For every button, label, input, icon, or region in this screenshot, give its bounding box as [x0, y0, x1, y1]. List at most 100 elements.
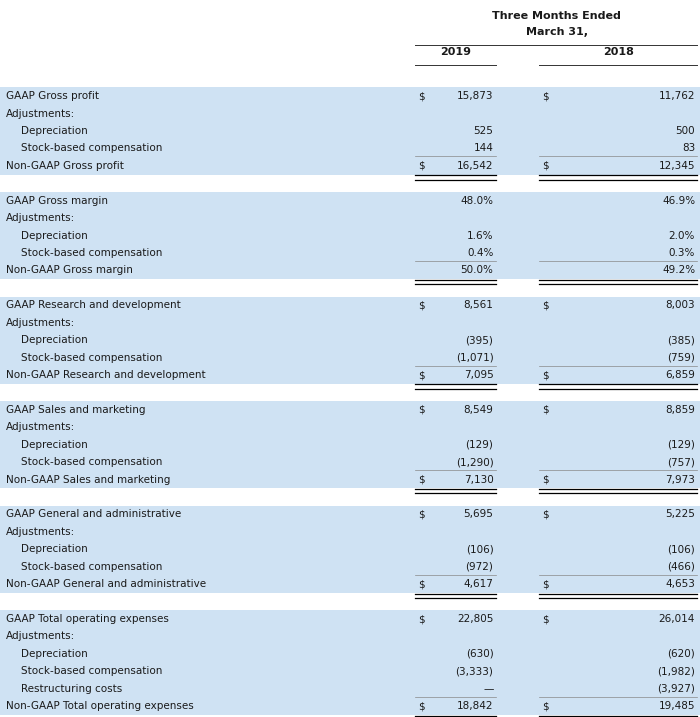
- Text: Stock-based compensation: Stock-based compensation: [21, 143, 162, 153]
- Text: GAAP General and administrative: GAAP General and administrative: [6, 510, 181, 519]
- Text: 0.4%: 0.4%: [467, 248, 494, 258]
- Text: $: $: [419, 370, 425, 380]
- Text: Stock-based compensation: Stock-based compensation: [21, 666, 162, 676]
- Text: (129): (129): [667, 440, 695, 450]
- Text: 7,130: 7,130: [463, 475, 494, 485]
- Text: (759): (759): [667, 353, 695, 363]
- Text: 525: 525: [474, 126, 494, 136]
- Text: Three Months Ended: Three Months Ended: [492, 11, 622, 21]
- Text: $: $: [542, 370, 549, 380]
- Bar: [0, 262, 700, 279]
- Text: $: $: [542, 405, 549, 415]
- Text: (1,290): (1,290): [456, 457, 493, 467]
- Text: —: —: [483, 684, 493, 694]
- Text: Non-GAAP Total operating expenses: Non-GAAP Total operating expenses: [6, 701, 193, 711]
- Bar: [0, 244, 700, 262]
- Text: $: $: [542, 475, 549, 485]
- Text: Depreciation: Depreciation: [21, 126, 88, 136]
- Bar: [0, 453, 700, 471]
- Text: 5,695: 5,695: [463, 510, 494, 519]
- Text: 7,973: 7,973: [665, 475, 695, 485]
- Text: 2019: 2019: [440, 47, 472, 57]
- Text: (466): (466): [667, 561, 695, 571]
- Text: 500: 500: [676, 126, 695, 136]
- Text: 4,653: 4,653: [665, 579, 695, 589]
- Text: Depreciation: Depreciation: [21, 649, 88, 659]
- Text: Non-GAAP Gross profit: Non-GAAP Gross profit: [6, 161, 123, 171]
- Text: $: $: [419, 300, 425, 310]
- Bar: [0, 209, 700, 227]
- Text: 19,485: 19,485: [659, 701, 695, 711]
- Text: 12,345: 12,345: [659, 161, 695, 171]
- Bar: [0, 558, 700, 576]
- Bar: [0, 680, 700, 698]
- Bar: [0, 297, 700, 314]
- Text: Stock-based compensation: Stock-based compensation: [21, 457, 162, 467]
- Text: Depreciation: Depreciation: [21, 440, 88, 450]
- Bar: [0, 627, 700, 645]
- Text: 22,805: 22,805: [457, 614, 494, 624]
- Text: 6,859: 6,859: [665, 370, 695, 380]
- Text: Non-GAAP Research and development: Non-GAAP Research and development: [6, 370, 205, 380]
- Bar: [0, 645, 700, 663]
- Text: 8,859: 8,859: [665, 405, 695, 415]
- Text: Adjustments:: Adjustments:: [6, 632, 75, 642]
- Text: 26,014: 26,014: [659, 614, 695, 624]
- Text: Non-GAAP Gross margin: Non-GAAP Gross margin: [6, 265, 132, 275]
- Bar: [0, 87, 700, 105]
- Text: Stock-based compensation: Stock-based compensation: [21, 561, 162, 571]
- Text: 4,617: 4,617: [463, 579, 494, 589]
- Text: $: $: [419, 405, 425, 415]
- Text: (630): (630): [466, 649, 493, 659]
- Bar: [0, 471, 700, 488]
- Text: $: $: [542, 701, 549, 711]
- Bar: [0, 349, 700, 366]
- Text: Adjustments:: Adjustments:: [6, 527, 75, 537]
- Text: Adjustments:: Adjustments:: [6, 108, 75, 118]
- Bar: [0, 227, 700, 244]
- Text: (1,071): (1,071): [456, 353, 493, 363]
- Text: 2018: 2018: [603, 47, 634, 57]
- Bar: [0, 192, 700, 209]
- Text: 15,873: 15,873: [457, 91, 494, 101]
- Text: (972): (972): [466, 561, 493, 571]
- Text: 46.9%: 46.9%: [662, 196, 695, 206]
- Text: GAAP Sales and marketing: GAAP Sales and marketing: [6, 405, 145, 415]
- Bar: [0, 523, 700, 541]
- Text: $: $: [542, 300, 549, 310]
- Text: GAAP Total operating expenses: GAAP Total operating expenses: [6, 614, 169, 624]
- Text: $: $: [542, 161, 549, 171]
- Text: (395): (395): [466, 335, 493, 345]
- Text: $: $: [419, 614, 425, 624]
- Text: 5,225: 5,225: [665, 510, 695, 519]
- Text: 49.2%: 49.2%: [662, 265, 695, 275]
- Text: 18,842: 18,842: [457, 701, 494, 711]
- Bar: [0, 140, 700, 157]
- Bar: [0, 331, 700, 349]
- Bar: [0, 314, 700, 331]
- Text: (3,927): (3,927): [657, 684, 695, 694]
- Text: 7,095: 7,095: [463, 370, 494, 380]
- Text: (106): (106): [667, 544, 695, 554]
- Text: 16,542: 16,542: [457, 161, 494, 171]
- Text: $: $: [542, 91, 549, 101]
- Text: 1.6%: 1.6%: [467, 231, 494, 241]
- Text: Restructuring costs: Restructuring costs: [21, 684, 122, 694]
- Bar: [0, 436, 700, 453]
- Bar: [0, 157, 700, 175]
- Text: Non-GAAP General and administrative: Non-GAAP General and administrative: [6, 579, 206, 589]
- Bar: [0, 576, 700, 593]
- Text: March 31,: March 31,: [526, 27, 588, 37]
- Bar: [0, 366, 700, 384]
- Text: (129): (129): [466, 440, 493, 450]
- Bar: [0, 402, 700, 419]
- Text: 8,003: 8,003: [666, 300, 695, 310]
- Bar: [0, 541, 700, 558]
- Bar: [0, 105, 700, 123]
- Text: $: $: [542, 614, 549, 624]
- Text: $: $: [419, 91, 425, 101]
- Bar: [0, 698, 700, 715]
- Bar: [0, 663, 700, 680]
- Text: $: $: [419, 510, 425, 519]
- Text: $: $: [419, 579, 425, 589]
